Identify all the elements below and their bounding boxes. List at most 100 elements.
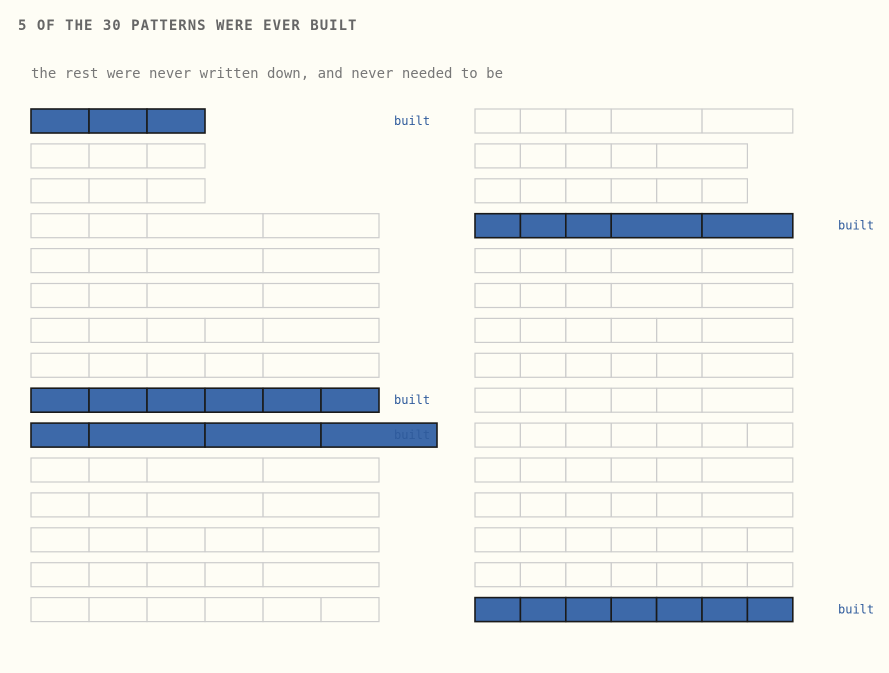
segment — [610, 492, 658, 518]
pattern-1-11 — [30, 457, 380, 483]
segment — [30, 562, 90, 588]
segment — [88, 248, 148, 274]
segment — [88, 562, 148, 588]
pattern-1-14 — [30, 562, 380, 588]
segment — [474, 143, 522, 169]
pattern-1-13 — [30, 527, 380, 553]
segment — [30, 108, 90, 134]
segment — [146, 143, 206, 169]
segment — [30, 422, 90, 448]
segment — [565, 457, 612, 483]
pattern-2-13 — [474, 527, 794, 553]
pattern-2-6 — [474, 282, 794, 309]
segment — [519, 492, 567, 518]
segment — [655, 457, 703, 483]
segment — [610, 248, 703, 274]
segment — [204, 317, 264, 343]
segment — [701, 352, 794, 378]
segment — [519, 352, 567, 378]
segment — [146, 248, 264, 274]
segment — [262, 457, 380, 483]
segment — [519, 212, 567, 239]
segment — [655, 352, 703, 378]
segment — [519, 527, 567, 553]
segment — [610, 178, 658, 204]
segment — [519, 457, 567, 483]
segment — [262, 387, 322, 414]
segment — [474, 492, 522, 518]
segment — [30, 213, 90, 239]
segment — [204, 422, 322, 448]
segment — [146, 596, 206, 623]
pattern-2-11 — [474, 457, 794, 483]
segment — [262, 562, 380, 588]
segment — [519, 422, 567, 448]
segment — [88, 178, 148, 204]
pattern-1-15 — [30, 596, 380, 623]
segment — [262, 527, 380, 553]
segment — [701, 108, 794, 134]
segment — [701, 248, 794, 274]
segment — [701, 212, 794, 239]
segment — [565, 317, 612, 343]
pattern-1-1-built — [30, 108, 206, 134]
pattern-2-8 — [474, 352, 794, 378]
segment — [655, 317, 703, 343]
segment — [474, 352, 522, 378]
segment — [565, 178, 612, 204]
segment — [146, 562, 206, 588]
segment — [30, 317, 90, 343]
segment — [262, 248, 380, 274]
segment — [701, 457, 794, 483]
pattern-1-3 — [30, 178, 206, 204]
pattern-1-2 — [30, 143, 206, 169]
segment — [474, 596, 522, 623]
segment — [30, 387, 90, 414]
pattern-2-15-built — [474, 596, 794, 623]
pattern-1-12 — [30, 492, 380, 518]
segment — [146, 387, 206, 414]
pattern-2-12 — [474, 492, 794, 518]
segment — [474, 422, 522, 448]
segment — [655, 562, 703, 588]
segment — [30, 492, 90, 518]
segment — [474, 178, 522, 204]
segment — [88, 527, 148, 553]
segment — [519, 248, 567, 274]
diagram-subtitle: the rest were never written down, and ne… — [31, 66, 504, 82]
segment — [565, 387, 612, 413]
built-label: built — [838, 603, 874, 617]
pattern-2-10 — [474, 422, 794, 448]
segment — [474, 317, 522, 343]
segment — [30, 248, 90, 274]
segment — [519, 108, 567, 134]
segment — [30, 527, 90, 553]
segment — [88, 317, 148, 343]
pattern-1-9-built — [30, 387, 380, 414]
pattern-2-5 — [474, 248, 794, 274]
pattern-2-7 — [474, 317, 794, 343]
segment — [30, 143, 90, 169]
segment — [146, 527, 206, 553]
segment — [474, 108, 522, 134]
segment — [565, 143, 612, 169]
pattern-2-2 — [474, 143, 748, 169]
segment — [565, 422, 612, 448]
segment — [610, 387, 658, 413]
segment — [88, 143, 148, 169]
segment — [30, 282, 90, 309]
segment — [519, 143, 567, 169]
pattern-2-9 — [474, 387, 794, 413]
segment — [610, 108, 703, 134]
segment — [565, 562, 612, 588]
segment — [610, 562, 658, 588]
segment — [146, 178, 206, 204]
segment — [701, 282, 794, 309]
segment — [262, 352, 380, 378]
segment — [610, 527, 658, 553]
segment — [746, 562, 794, 588]
segment — [519, 317, 567, 343]
pattern-1-8 — [30, 352, 380, 378]
segment — [320, 596, 380, 623]
